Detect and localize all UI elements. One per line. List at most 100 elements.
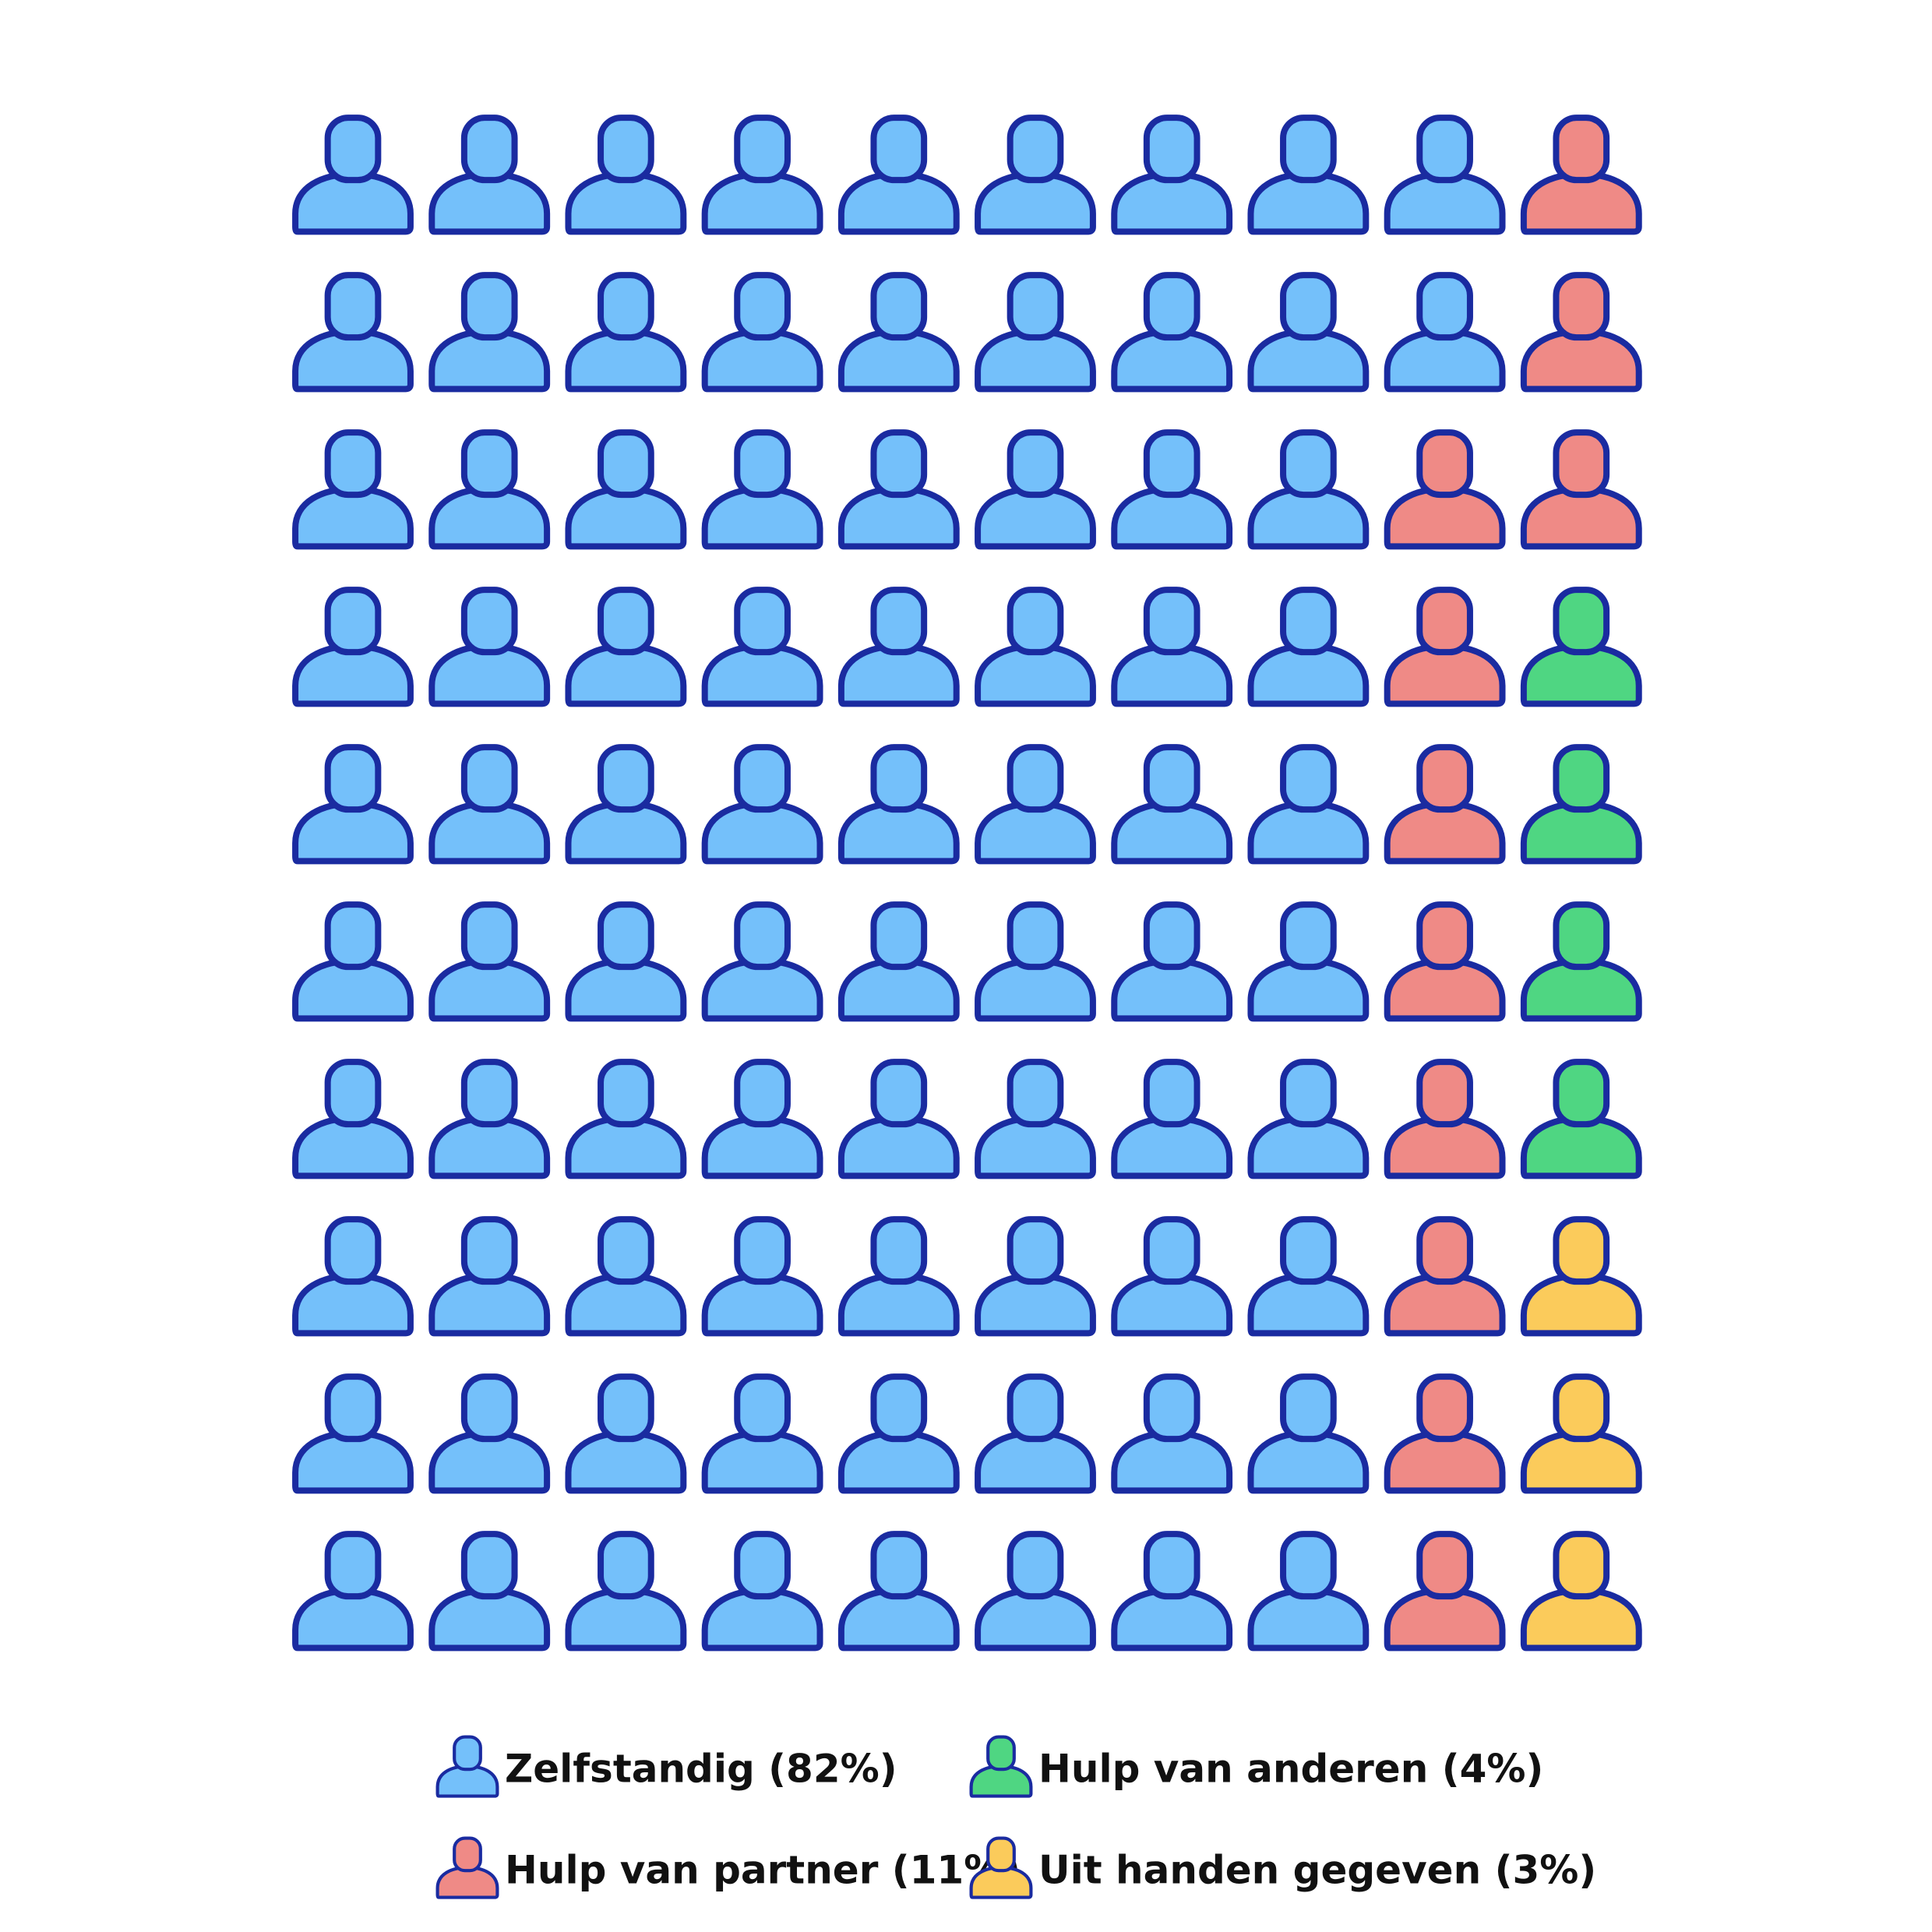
icon-head xyxy=(598,1059,654,1128)
icon-head xyxy=(1143,272,1200,341)
pictogram-icon xyxy=(1384,429,1506,550)
icon-head xyxy=(1280,429,1337,499)
pictogram-icon xyxy=(1520,272,1642,393)
pictogram-icon xyxy=(837,1373,960,1494)
pictogram-icon xyxy=(701,429,823,550)
icon-head xyxy=(460,1216,518,1285)
icon-head xyxy=(324,1531,382,1600)
icon-head xyxy=(870,744,928,813)
icon-head xyxy=(598,587,654,656)
icon-head xyxy=(598,1216,654,1285)
icon-head xyxy=(324,115,382,184)
icon-head xyxy=(1143,1531,1200,1600)
pictogram-icon xyxy=(975,587,1096,707)
icon-head xyxy=(598,115,654,184)
pictogram-icon xyxy=(701,744,823,865)
pictogram-icon xyxy=(701,587,823,707)
pictogram-icon xyxy=(1384,901,1506,1022)
icon-head xyxy=(460,901,518,971)
pictogram-icon xyxy=(1520,744,1642,865)
icon-head xyxy=(870,115,928,184)
icon-head xyxy=(1280,272,1337,341)
pictogram-icon xyxy=(428,1531,551,1652)
icon-head xyxy=(598,272,654,341)
icon-head xyxy=(324,1216,382,1285)
pictogram-icon xyxy=(1384,587,1506,707)
pictogram-icon xyxy=(1520,1373,1642,1494)
icon-head xyxy=(1280,115,1337,184)
icon-head xyxy=(1007,1373,1064,1443)
pictogram-icon xyxy=(1384,115,1506,235)
pictogram-icon xyxy=(292,1216,414,1337)
pictogram-icon xyxy=(1384,1373,1506,1494)
pictogram-icon xyxy=(1384,1059,1506,1179)
icon-head xyxy=(324,901,382,971)
pictogram-icon xyxy=(837,429,960,550)
pictogram-icon xyxy=(837,744,960,865)
pictogram-icon xyxy=(1520,429,1642,550)
icon-head xyxy=(870,587,928,656)
icon-head xyxy=(1007,1059,1064,1128)
pictogram-icon xyxy=(565,587,687,707)
pictogram-icon xyxy=(1111,1216,1233,1337)
pictogram-icon xyxy=(565,429,687,550)
icon-head xyxy=(870,429,928,499)
icon-head xyxy=(734,1059,791,1128)
icon-head xyxy=(324,587,382,656)
icon-head xyxy=(1416,272,1473,341)
icon-head xyxy=(1143,901,1200,971)
pictogram-icon xyxy=(1111,1373,1233,1494)
pictogram-icon xyxy=(1247,115,1370,235)
pictogram-icon xyxy=(292,1373,414,1494)
pictogram-icon xyxy=(975,901,1096,1022)
icon-head xyxy=(734,1216,791,1285)
pictogram-icon xyxy=(292,1059,414,1179)
icon-head xyxy=(1280,1531,1337,1600)
icon-head xyxy=(1143,1216,1200,1285)
pictogram-icon xyxy=(565,115,687,235)
icon-head xyxy=(1143,587,1200,656)
pictogram-icon xyxy=(701,272,823,393)
pictogram-icon xyxy=(292,272,414,393)
pictogram-icon xyxy=(975,429,1096,550)
pictogram-icon xyxy=(292,901,414,1022)
icon-head xyxy=(1416,744,1473,813)
icon-head xyxy=(324,1373,382,1443)
pictogram-icon xyxy=(1520,901,1642,1022)
icon-head xyxy=(598,429,654,499)
icon-head xyxy=(598,901,654,971)
icon-head xyxy=(460,272,518,341)
pictogram-icon xyxy=(428,744,551,865)
pictogram-icon xyxy=(1247,587,1370,707)
pictogram-icon xyxy=(1247,1216,1370,1337)
icon-head xyxy=(1416,1059,1473,1128)
pictogram-icon xyxy=(1520,587,1642,707)
icon-head xyxy=(734,1531,791,1600)
icon-head xyxy=(1416,115,1473,184)
icon-head xyxy=(1143,429,1200,499)
pictogram-icon xyxy=(565,1531,687,1652)
icon-head xyxy=(460,115,518,184)
pictogram-icon xyxy=(975,1373,1096,1494)
legend-icon xyxy=(435,1836,499,1899)
pictogram-icon xyxy=(1111,115,1233,235)
pictogram-icon xyxy=(1247,1531,1370,1652)
pictogram-icon xyxy=(975,1216,1096,1337)
pictogram-icon xyxy=(1384,1216,1506,1337)
icon-head xyxy=(1553,1059,1610,1128)
pictogram-icon xyxy=(292,1531,414,1652)
icon-head xyxy=(1007,744,1064,813)
icon-head xyxy=(1416,1216,1473,1285)
icon-head xyxy=(1007,272,1064,341)
icon-head xyxy=(1143,1373,1200,1443)
icon-head xyxy=(1143,115,1200,184)
icon-head xyxy=(1416,429,1473,499)
pictogram-icon xyxy=(837,272,960,393)
pictogram-icon xyxy=(1520,115,1642,235)
icon-head xyxy=(460,1373,518,1443)
pictogram-icon xyxy=(837,587,960,707)
icon-head xyxy=(324,744,382,813)
icon-head xyxy=(1007,1531,1064,1600)
icon-head xyxy=(1416,587,1473,656)
pictogram-icon xyxy=(975,115,1096,235)
